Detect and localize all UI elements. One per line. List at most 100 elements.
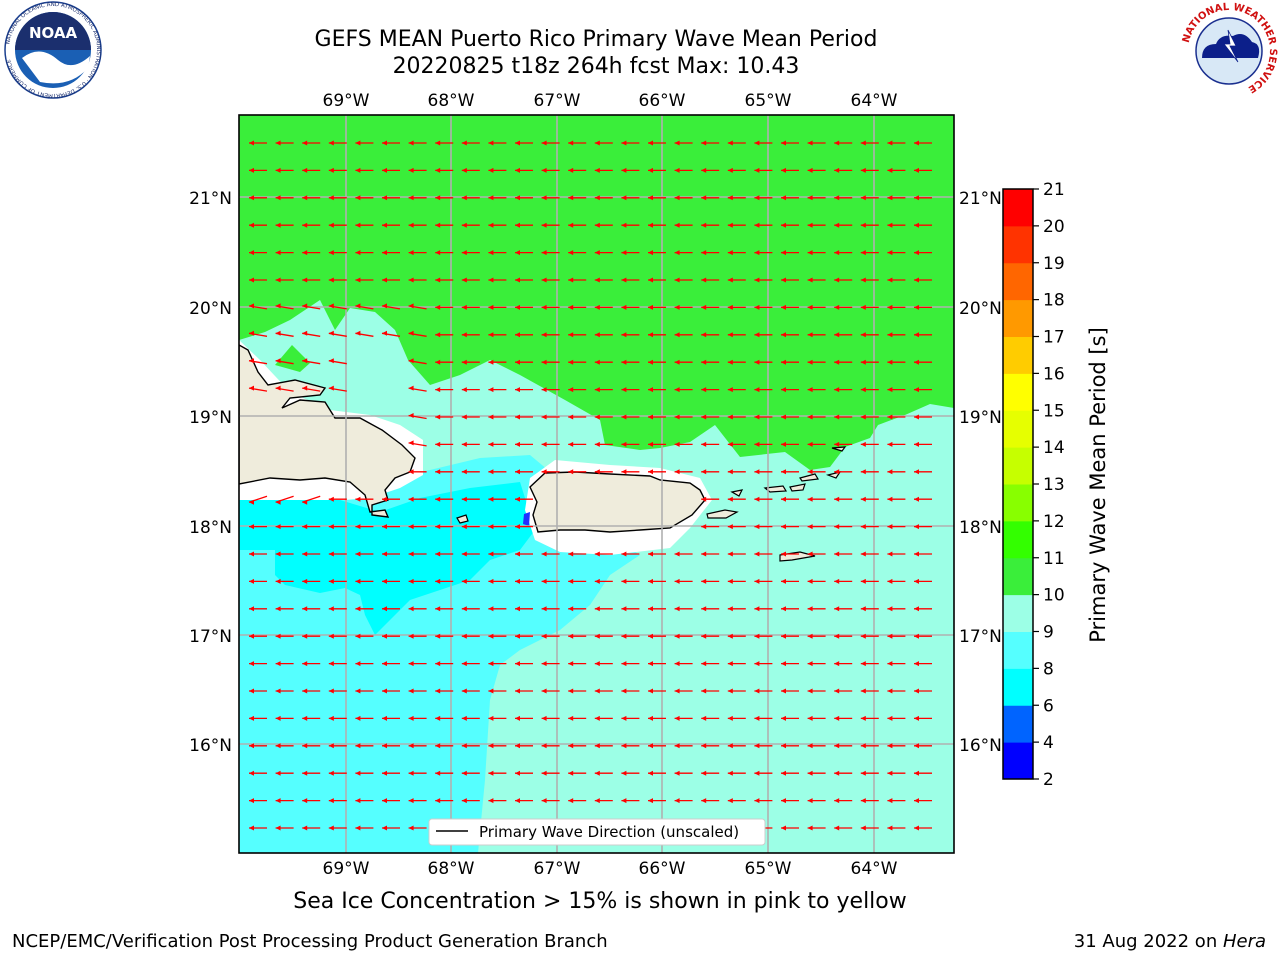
wave-direction-arrow (515, 770, 533, 776)
colorbar-tick-label: 12 (1043, 512, 1065, 532)
wave-direction-arrow (435, 688, 454, 694)
wave-direction-arrow (860, 304, 879, 310)
colorbar-tick-label: 6 (1043, 696, 1054, 716)
wave-direction-arrow (382, 825, 400, 831)
wave-direction-arrow (541, 661, 560, 667)
wave-direction-arrow (754, 277, 773, 283)
wave-direction-arrow (408, 798, 427, 804)
wave-direction-arrow (541, 167, 560, 173)
lat-label-left: 19°N (189, 408, 232, 428)
wave-direction-arrow (408, 606, 427, 612)
wave-direction-arrow (701, 332, 720, 338)
wave-direction-arrow (382, 140, 400, 146)
wave-direction-arrow (355, 798, 374, 804)
wave-direction-arrow (754, 414, 773, 420)
wave-direction-arrow (275, 167, 294, 173)
wave-direction-arrow (781, 332, 799, 338)
colorbar-tick-label: 19 (1043, 254, 1065, 274)
wave-direction-arrow (488, 798, 507, 804)
wave-direction-arrow (408, 551, 427, 557)
colorbar-segment (1003, 262, 1033, 301)
wave-direction-arrow (275, 524, 294, 530)
wave-direction-arrow (488, 633, 507, 639)
wave-direction-arrow (435, 496, 454, 502)
wave-direction-arrow (249, 825, 267, 831)
wave-direction-arrow (461, 661, 480, 667)
wave-direction-arrow (328, 688, 347, 694)
wave-direction-arrow (727, 359, 746, 365)
wave-direction-arrow (807, 578, 826, 584)
wave-direction-arrow (621, 195, 640, 201)
period-field-green (239, 115, 954, 470)
wave-direction-arrow (834, 387, 853, 393)
wave-direction-arrow (781, 359, 799, 365)
wave-direction-arrow (887, 304, 906, 310)
wave-direction-arrow (860, 606, 879, 612)
wave-direction-arrow (328, 551, 347, 557)
wave-direction-arrow (860, 359, 879, 365)
wave-direction-arrow (541, 387, 560, 393)
wave-direction-arrow (860, 770, 879, 776)
wave-direction-arrow (408, 743, 427, 749)
wave-direction-arrow (807, 661, 826, 667)
wave-direction-arrow (541, 441, 560, 447)
wave-direction-arrow (887, 798, 906, 804)
colorbar-tick-label: 11 (1043, 549, 1065, 569)
wave-direction-arrow (648, 387, 666, 393)
wave-direction-arrow (754, 798, 773, 804)
wave-direction-arrow (408, 496, 427, 502)
wave-direction-arrow (754, 250, 773, 256)
wave-direction-arrow (914, 140, 932, 146)
wave-direction-arrow (328, 606, 347, 612)
wave-direction-arrow (860, 661, 879, 667)
wave-direction-arrow (781, 140, 799, 146)
wave-direction-arrow (807, 332, 826, 338)
wave-direction-arrow (355, 606, 374, 612)
wave-direction-arrow (594, 414, 613, 420)
wave-direction-arrow (727, 715, 746, 721)
wave-direction-arrow (355, 551, 374, 557)
island-sombrero (831, 446, 847, 452)
wave-direction-arrow (887, 633, 906, 639)
wave-direction-arrow (807, 688, 826, 694)
lon-label-bottom: 69°W (323, 859, 370, 879)
wave-direction-arrow (701, 387, 720, 393)
wave-direction-arrow (382, 578, 400, 584)
period-field-green-patch (275, 345, 310, 372)
wave-direction-arrow (515, 798, 533, 804)
wave-direction-arrow (355, 524, 374, 530)
wave-direction-arrow (541, 715, 560, 721)
lon-label-bottom: 65°W (745, 859, 792, 879)
wave-direction-arrow (568, 359, 587, 365)
wave-direction-arrow (594, 387, 613, 393)
wave-direction-arrow (674, 633, 693, 639)
colorbar-segment (1003, 557, 1033, 596)
wave-direction-arrow (701, 496, 720, 502)
wave-direction-arrow (781, 770, 799, 776)
wave-direction-arrow (621, 277, 640, 283)
wave-direction-arrow (727, 304, 746, 310)
wave-direction-arrow (435, 661, 454, 667)
wave-direction-arrow (701, 140, 720, 146)
wave-direction-arrow (860, 825, 879, 831)
wave-direction-arrow (381, 330, 401, 337)
wave-direction-arrow (621, 304, 640, 310)
wave-direction-arrow (488, 551, 507, 557)
wave-direction-arrow (807, 715, 826, 721)
wave-direction-arrow (648, 359, 666, 365)
wave-direction-arrow (807, 798, 826, 804)
wave-direction-arrow (621, 661, 640, 667)
wave-direction-arrow (860, 167, 879, 173)
wave-direction-arrow (488, 743, 507, 749)
wave-direction-arrow (461, 688, 480, 694)
wave-direction-arrow (249, 250, 267, 256)
wave-direction-arrow (435, 332, 454, 338)
wave-direction-arrow (781, 387, 799, 393)
wave-direction-arrow (515, 496, 533, 502)
wave-direction-arrow (275, 277, 294, 283)
wave-direction-arrow (807, 222, 826, 228)
wave-direction-arrow (249, 606, 267, 612)
map-title: GEFS MEAN Puerto Rico Primary Wave Mean … (314, 27, 878, 52)
wave-direction-arrow (807, 195, 826, 201)
wave-direction-arrow (249, 277, 267, 283)
